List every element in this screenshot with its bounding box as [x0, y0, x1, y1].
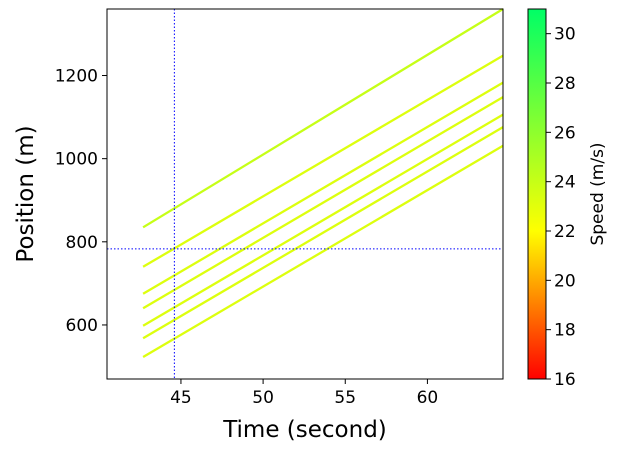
series-line-7	[142, 144, 504, 358]
colorbar-tick-label: 20	[554, 271, 576, 291]
colorbar-tick-label: 22	[554, 222, 576, 242]
y-tick-label: 800	[66, 233, 98, 253]
y-tick-label: 600	[66, 316, 98, 336]
x-tick-label: 55	[334, 388, 356, 408]
series-line-6	[142, 126, 504, 340]
plot-frame	[106, 8, 504, 380]
colorbar-tick-label: 24	[554, 173, 576, 193]
colorbar-tick-label: 28	[554, 74, 576, 94]
plot-area	[107, 8, 504, 379]
x-tick-label: 60	[417, 388, 439, 408]
x-tick-label: 50	[252, 388, 274, 408]
colorbar-tick-label: 26	[554, 123, 576, 143]
series-line-3	[142, 81, 504, 295]
colorbar-tick-label: 16	[554, 370, 576, 390]
y-tick-label: 1000	[55, 150, 98, 170]
series-line-5	[142, 113, 504, 327]
colorbar-gradient	[527, 8, 547, 380]
x-axis: 45 50 55 60	[170, 379, 438, 408]
y-axis: 600 800 1000 1200	[55, 67, 107, 336]
colorbar: 16 18 20 22 24 26 28 30 Speed (m/s)	[527, 8, 608, 390]
series-line-2	[142, 54, 504, 268]
series-line-1	[142, 8, 504, 229]
colorbar-tick-label: 18	[554, 321, 576, 341]
x-axis-label: Time (second)	[222, 417, 387, 443]
y-axis-label: Position (m)	[13, 125, 39, 262]
series-line-4	[142, 96, 504, 310]
colorbar-label: Speed (m/s)	[588, 142, 608, 245]
x-tick-label: 45	[170, 388, 192, 408]
y-tick-label: 1200	[55, 67, 98, 87]
colorbar-tick-label: 30	[554, 25, 576, 45]
